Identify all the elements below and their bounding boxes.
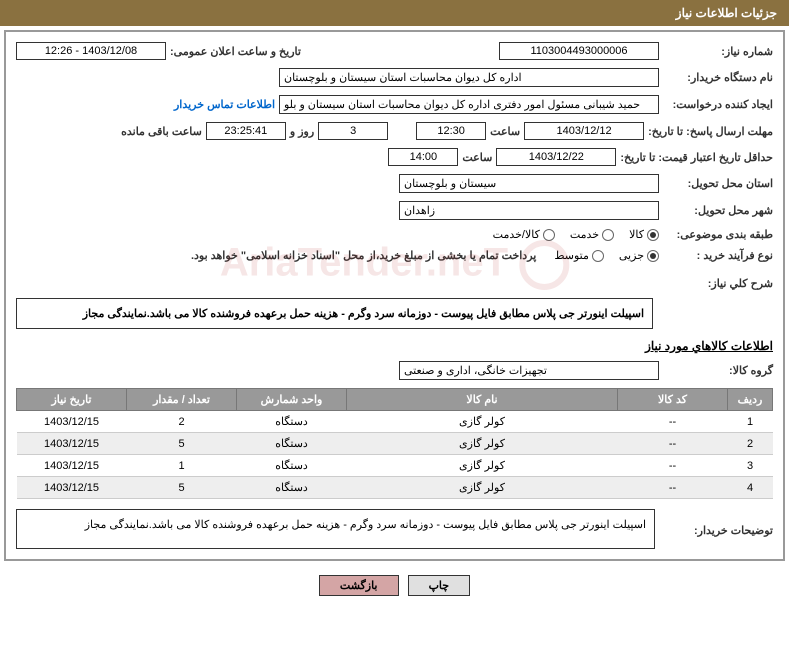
- delivery-province-field: سیستان و بلوچستان: [399, 174, 659, 193]
- cell-unit: دستگاه: [237, 455, 347, 477]
- goods-group-label: گروه کالا:: [663, 364, 773, 377]
- cell-code: --: [618, 455, 728, 477]
- content-panel: شماره نیاز: 1103004493000006 تاریخ و ساع…: [4, 30, 785, 561]
- need-number-field: 1103004493000006: [499, 42, 659, 60]
- time-label-2: ساعت: [462, 151, 492, 164]
- th-date: تاریخ نیاز: [17, 389, 127, 411]
- reply-deadline-date: 1403/12/12: [524, 122, 644, 140]
- radio-goods[interactable]: کالا: [629, 228, 659, 241]
- th-unit: واحد شمارش: [237, 389, 347, 411]
- buyer-notes-box: اسپیلت اینورتر جی پلاس مطابق فایل پیوست …: [16, 509, 655, 549]
- cell-row: 3: [728, 455, 773, 477]
- cell-row: 4: [728, 477, 773, 499]
- radio-goods-service[interactable]: کالا/خدمت: [493, 228, 555, 241]
- cell-qty: 5: [127, 477, 237, 499]
- cell-date: 1403/12/15: [17, 455, 127, 477]
- days-remaining: 3: [318, 122, 388, 140]
- cell-code: --: [618, 477, 728, 499]
- cell-date: 1403/12/15: [17, 411, 127, 433]
- cell-unit: دستگاه: [237, 411, 347, 433]
- radio-service[interactable]: خدمت: [570, 228, 614, 241]
- announce-label: تاریخ و ساعت اعلان عمومی:: [170, 45, 301, 58]
- page-title-bar: جزئیات اطلاعات نیاز: [0, 0, 789, 26]
- buyer-contact-link[interactable]: اطلاعات تماس خریدار: [174, 98, 275, 111]
- goods-table: ردیف کد کالا نام کالا واحد شمارش تعداد /…: [16, 388, 773, 499]
- need-number-label: شماره نیاز:: [663, 45, 773, 58]
- purchase-type-radio-group: جزیی متوسط: [554, 249, 659, 262]
- time-remaining-label: ساعت باقی مانده: [121, 125, 202, 138]
- cell-qty: 2: [127, 411, 237, 433]
- buyer-org-field: اداره کل دیوان محاسبات استان سیستان و بل…: [279, 68, 659, 87]
- goods-group-field: تجهیزات خانگی، اداری و صنعتی: [399, 361, 659, 380]
- requester-label: ایجاد کننده درخواست:: [663, 98, 773, 111]
- buyer-org-label: نام دستگاه خریدار:: [663, 71, 773, 84]
- goods-info-title: اطلاعات کالاهاي مورد نياز: [16, 339, 773, 353]
- table-row: 4--کولر گازیدستگاه51403/12/15: [17, 477, 773, 499]
- category-label: طبقه بندی موضوعی:: [663, 228, 773, 241]
- cell-name: کولر گازی: [347, 477, 618, 499]
- th-qty: تعداد / مقدار: [127, 389, 237, 411]
- cell-name: کولر گازی: [347, 433, 618, 455]
- radio-medium[interactable]: متوسط: [554, 249, 604, 262]
- radio-gs-circle: [543, 229, 555, 241]
- cell-code: --: [618, 433, 728, 455]
- cell-code: --: [618, 411, 728, 433]
- table-row: 2--کولر گازیدستگاه51403/12/15: [17, 433, 773, 455]
- button-row: چاپ بازگشت: [0, 565, 789, 606]
- cell-date: 1403/12/15: [17, 433, 127, 455]
- delivery-city-label: شهر محل تحویل:: [663, 204, 773, 217]
- back-button[interactable]: بازگشت: [319, 575, 399, 596]
- payment-note: پرداخت تمام یا بخشی از مبلغ خرید،از محل …: [191, 249, 536, 262]
- th-row: ردیف: [728, 389, 773, 411]
- purchase-type-label: نوع فرآیند خرید :: [663, 249, 773, 262]
- table-row: 3--کولر گازیدستگاه11403/12/15: [17, 455, 773, 477]
- radio-minor-circle: [647, 250, 659, 262]
- need-desc-label: شرح کلي نياز:: [663, 277, 773, 290]
- cell-qty: 5: [127, 433, 237, 455]
- price-validity-date: 1403/12/22: [496, 148, 616, 166]
- th-code: کد کالا: [618, 389, 728, 411]
- table-row: 1--کولر گازیدستگاه21403/12/15: [17, 411, 773, 433]
- buyer-notes-label: توضيحات خريدار:: [663, 509, 773, 537]
- page-title: جزئیات اطلاعات نیاز: [676, 6, 777, 20]
- radio-service-circle: [602, 229, 614, 241]
- time-label-1: ساعت: [490, 125, 520, 138]
- print-button[interactable]: چاپ: [408, 575, 471, 596]
- reply-deadline-time: 12:30: [416, 122, 486, 140]
- radio-goods-circle: [647, 229, 659, 241]
- cell-row: 2: [728, 433, 773, 455]
- radio-minor[interactable]: جزیی: [619, 249, 659, 262]
- delivery-province-label: استان محل تحویل:: [663, 177, 773, 190]
- cell-unit: دستگاه: [237, 477, 347, 499]
- cell-row: 1: [728, 411, 773, 433]
- price-validity-label: حداقل تاریخ اعتبار قیمت: تا تاریخ:: [620, 151, 773, 164]
- need-desc-box: اسپیلت اینورتر جی پلاس مطابق فایل پیوست …: [16, 298, 653, 329]
- announce-field: 1403/12/08 - 12:26: [16, 42, 166, 60]
- price-validity-time: 14:00: [388, 148, 458, 166]
- category-radio-group: کالا خدمت کالا/خدمت: [493, 228, 659, 241]
- cell-name: کولر گازی: [347, 411, 618, 433]
- time-remaining: 23:25:41: [206, 122, 286, 140]
- cell-name: کولر گازی: [347, 455, 618, 477]
- cell-date: 1403/12/15: [17, 477, 127, 499]
- th-name: نام کالا: [347, 389, 618, 411]
- days-and-label: روز و: [290, 125, 314, 138]
- cell-unit: دستگاه: [237, 433, 347, 455]
- cell-qty: 1: [127, 455, 237, 477]
- reply-deadline-label: مهلت ارسال پاسخ: تا تاریخ:: [648, 125, 773, 138]
- radio-medium-circle: [592, 250, 604, 262]
- delivery-city-field: زاهدان: [399, 201, 659, 220]
- requester-field: حمید شیبانی مسئول امور دفتری اداره کل دی…: [279, 95, 659, 114]
